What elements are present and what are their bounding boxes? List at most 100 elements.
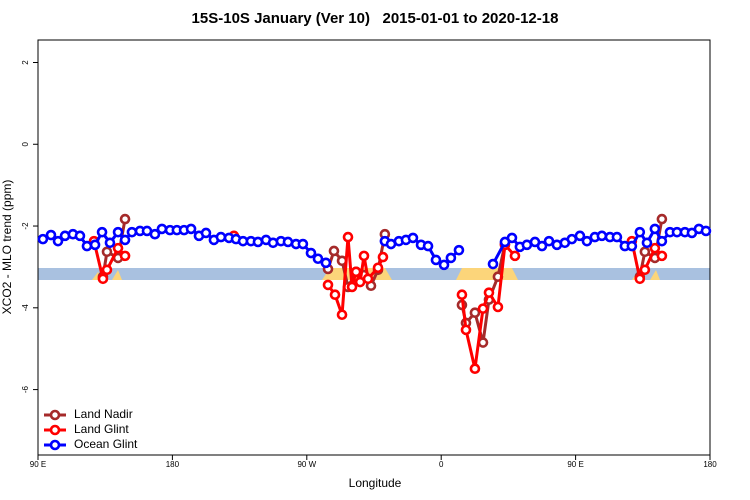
plot-marks (37, 213, 712, 375)
data-point (639, 264, 651, 276)
data-point (112, 242, 124, 254)
data-point (649, 223, 661, 235)
data-point (487, 258, 499, 270)
data-point (483, 287, 495, 298)
y-tick-label: -6 (21, 385, 30, 393)
data-point (536, 240, 548, 252)
data-point (185, 223, 197, 235)
data-point (469, 363, 481, 375)
data-point (342, 231, 354, 243)
data-point (453, 244, 465, 256)
data-point (126, 226, 138, 238)
y-tick-label: -4 (21, 304, 30, 312)
data-point (81, 240, 93, 252)
data-point (297, 238, 309, 250)
x-tick-label: 180 (166, 460, 180, 469)
x-tick-label: 90 E (567, 460, 583, 469)
data-point (45, 229, 57, 241)
data-point (445, 252, 457, 264)
data-point (350, 266, 362, 278)
y-axis-label: XCO2 - MLO trend (ppm) (0, 180, 14, 315)
data-point (456, 289, 468, 301)
data-point (700, 225, 712, 237)
data-point (634, 273, 646, 285)
data-point (97, 273, 109, 285)
data-point (112, 226, 124, 238)
data-point (377, 251, 389, 263)
data-point (543, 235, 555, 247)
data-point (506, 232, 518, 244)
data-point (358, 250, 370, 262)
data-point (656, 250, 668, 262)
data-point (328, 245, 340, 257)
data-point (215, 231, 227, 243)
legend-marker (49, 424, 61, 436)
data-point (101, 246, 113, 258)
x-axis-label: Longitude (349, 476, 402, 490)
data-point (611, 231, 623, 243)
data-point (320, 257, 332, 269)
legend-marker (49, 439, 61, 451)
data-point (52, 235, 64, 247)
x-tick-label: 180 (703, 460, 717, 469)
data-point (119, 213, 131, 225)
data-point (469, 307, 481, 319)
data-point (346, 281, 358, 293)
x-tick-label: 0 (439, 460, 444, 469)
data-point (639, 246, 651, 258)
data-point (104, 237, 116, 249)
data-point (372, 262, 384, 274)
data-point (119, 250, 131, 262)
x-tick-label: 90 W (297, 460, 316, 469)
land-band (456, 268, 518, 280)
data-point (74, 230, 86, 242)
land-band (112, 270, 122, 280)
data-point (37, 233, 49, 245)
legend-label: Ocean Glint (74, 437, 138, 451)
y-tick-label: 0 (21, 141, 30, 146)
data-point (312, 253, 324, 265)
data-point (422, 240, 434, 252)
data-point (89, 239, 101, 251)
data-point (430, 254, 442, 266)
x-tick-label: 90 E (30, 460, 46, 469)
data-point (329, 289, 341, 301)
data-point (252, 236, 264, 248)
legend-marker (49, 409, 61, 421)
data-point (305, 247, 317, 259)
land-band (650, 270, 660, 280)
data-point (407, 232, 419, 244)
data-point (634, 226, 646, 238)
data-point (96, 226, 108, 238)
data-point (649, 242, 661, 254)
data-point (626, 240, 638, 252)
y-tick-label: -2 (21, 222, 30, 230)
chart-title: 15S-10S January (Ver 10) 2015-01-01 to 2… (192, 10, 559, 27)
data-point (641, 237, 653, 249)
plot-frame (37, 39, 711, 456)
data-point (492, 301, 504, 313)
data-point (509, 250, 521, 262)
data-point (596, 230, 608, 242)
data-point (581, 235, 593, 247)
y-tick-label: 2 (21, 60, 30, 65)
data-point (656, 213, 668, 225)
data-point (362, 273, 374, 285)
data-point (460, 324, 472, 336)
data-point (322, 279, 334, 291)
data-point (656, 235, 668, 247)
legend-label: Land Nadir (74, 407, 133, 421)
legend-label: Land Glint (74, 422, 129, 436)
data-point (149, 228, 161, 240)
data-point (336, 309, 348, 321)
data-point (282, 236, 294, 248)
data-point (200, 227, 212, 239)
data-point (101, 264, 113, 276)
data-point (574, 230, 586, 242)
data-point (119, 234, 131, 246)
data-point (156, 223, 168, 235)
data-point (477, 303, 489, 314)
data-point (438, 259, 450, 271)
